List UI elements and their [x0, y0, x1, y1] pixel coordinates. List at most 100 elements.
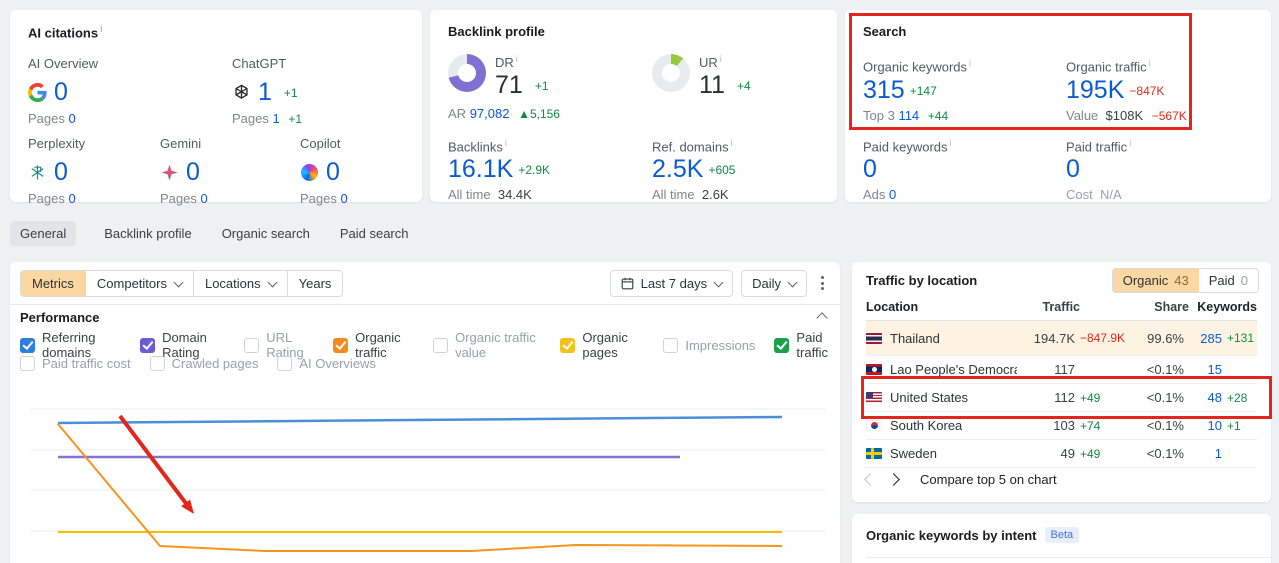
ar-link[interactable]: 97,082 — [469, 106, 510, 121]
metrics-button[interactable]: Metrics — [21, 270, 85, 296]
info-icon — [969, 58, 971, 68]
refdomains-label: Ref. domains — [652, 138, 733, 154]
checkbox-organic-traffic[interactable]: Organic traffic — [333, 330, 414, 360]
organic-keywords-label: Organic keywords — [863, 58, 971, 74]
pages-link[interactable]: 0 — [68, 111, 76, 126]
ads-link[interactable]: 0 — [889, 187, 897, 202]
ai-citations-title: AI citations — [28, 24, 103, 40]
keywords-link[interactable]: 48 — [1207, 390, 1222, 405]
chatgpt-icon — [232, 83, 251, 102]
domain-rating-block: DR 71+1 — [448, 54, 549, 98]
keywords-link[interactable]: 10 — [1207, 418, 1222, 433]
keywords-link[interactable]: 285 — [1200, 330, 1222, 346]
info-icon — [720, 54, 722, 64]
prev-page-icon[interactable] — [864, 473, 877, 486]
table-row-laos[interactable]: Lao People's Democratic Rep 117 <0.1% 15 — [866, 356, 1257, 384]
top3-link[interactable]: 114 — [898, 108, 920, 123]
paid-keywords-value[interactable]: 0 — [863, 155, 877, 183]
ai-citations-card: AI citations AI Overview 0 Pages 0 ChatG… — [10, 10, 422, 206]
checkbox-url-rating[interactable]: URL Rating — [244, 330, 314, 360]
date-range-dropdown[interactable]: Last 7 days — [609, 269, 734, 297]
search-card: Search Organic keywords 315+147 Top 3 11… — [845, 10, 1271, 202]
search-title: Search — [863, 24, 907, 39]
refdomains-value[interactable]: 2.5K — [652, 155, 704, 183]
keywords-link[interactable]: 1 — [1214, 446, 1222, 461]
checkbox-paid-traffic-cost[interactable]: Paid traffic cost — [20, 356, 131, 371]
south-korea-flag-icon — [866, 420, 882, 431]
chevron-down-icon — [267, 277, 278, 287]
backlinks-alltime: All time 34.4K — [448, 187, 532, 202]
ai-citation-ai-overview: AI Overview 0 Pages 0 — [28, 56, 99, 126]
keywords-link[interactable]: 15 — [1207, 362, 1222, 377]
paid-traffic-value[interactable]: 0 — [1066, 155, 1080, 183]
backlink-profile-card: Backlink profile DR 71+1 AR 97,082 ▲5,15… — [430, 10, 837, 202]
table-row-united-states[interactable]: United States 112 +49 <0.1% 48 +28 — [866, 384, 1257, 412]
performance-panel: Metrics Competitors Locations Years Last… — [10, 262, 840, 563]
traffic-value-line: Value $108K −567K — [1066, 108, 1187, 123]
years-button[interactable]: Years — [286, 270, 343, 296]
ahrefs-rank-line: AR 97,082 ▲5,156 — [448, 106, 560, 121]
filter-row: Metrics Competitors Locations Years Last… — [20, 269, 830, 297]
tab-backlink-profile[interactable]: Backlink profile — [104, 225, 192, 241]
checkbox-referring-domains[interactable]: Referring domains — [20, 330, 121, 360]
pages-link[interactable]: 0 — [200, 191, 208, 206]
paid-keywords-label: Paid keywords — [863, 138, 952, 154]
performance-title: Performance — [20, 310, 100, 325]
info-icon — [731, 138, 733, 148]
metric-checkbox-row-2: Paid traffic cost Crawled pages AI Overv… — [20, 356, 376, 371]
checkbox-organic-traffic-value[interactable]: Organic traffic value — [433, 330, 541, 360]
overview-tabs: General Backlink profile Organic search … — [10, 220, 411, 246]
table-row-thailand[interactable]: Thailand 194.7K −847.9K 99.6% 285 +131 — [861, 321, 1272, 419]
tab-organic-search[interactable]: Organic search — [221, 225, 310, 241]
tab-general[interactable]: General — [10, 220, 77, 246]
more-options-icon[interactable] — [815, 272, 830, 294]
traffic-table-header: Location Traffic Share Keywords — [866, 300, 1257, 321]
table-row-sweden[interactable]: Sweden 49 +49 <0.1% 1 — [866, 440, 1257, 468]
checkbox-domain-rating[interactable]: Domain Rating — [140, 330, 225, 360]
pages-link[interactable]: 0 — [68, 191, 76, 206]
checkbox-impressions[interactable]: Impressions — [663, 337, 755, 353]
toggle-organic[interactable]: Organic 43 — [1112, 269, 1199, 292]
checkbox-ai-overviews[interactable]: AI Overviews — [277, 356, 376, 371]
locations-dropdown[interactable]: Locations — [192, 270, 287, 296]
chevron-down-icon — [173, 277, 184, 287]
ai-citation-gemini: Gemini 0 Pages 0 — [160, 136, 208, 206]
ur-donut — [652, 54, 690, 92]
pages-link[interactable]: 0 — [340, 191, 348, 206]
table-row-south-korea[interactable]: South Korea 103 +74 <0.1% 10 +1 — [866, 412, 1257, 440]
traffic-table: Location Traffic Share Keywords Thailand… — [861, 300, 1272, 468]
top3-line: Top 3 114 +44 — [863, 108, 949, 123]
competitors-dropdown[interactable]: Competitors — [84, 270, 193, 296]
granularity-dropdown[interactable]: Daily — [741, 269, 807, 297]
chevron-down-icon — [713, 277, 724, 287]
info-icon — [1149, 58, 1151, 68]
divider — [10, 304, 840, 305]
next-page-icon[interactable] — [887, 473, 900, 486]
backlinks-value[interactable]: 16.1K — [448, 155, 514, 183]
us-flag-icon — [866, 392, 882, 403]
compare-top5-link[interactable]: Compare top 5 on chart — [920, 472, 1057, 487]
gemini-icon — [160, 163, 179, 182]
keywords-by-intent-panel: Organic keywords by intent Beta — [852, 514, 1271, 563]
backlink-profile-title: Backlink profile — [448, 24, 545, 39]
organic-traffic-label: Organic traffic — [1066, 58, 1151, 74]
tab-paid-search[interactable]: Paid search — [339, 225, 409, 241]
checkbox-crawled-pages[interactable]: Crawled pages — [149, 356, 258, 371]
gemini-count[interactable]: 0 — [186, 158, 200, 186]
collapse-icon[interactable] — [816, 312, 828, 324]
checkbox-organic-pages[interactable]: Organic pages — [560, 330, 644, 360]
info-icon — [100, 24, 103, 34]
organic-traffic-value[interactable]: 195K — [1066, 76, 1125, 104]
url-rating-block: UR 11+4 — [652, 54, 751, 98]
perplexity-count[interactable]: 0 — [54, 158, 68, 186]
info-icon — [516, 54, 518, 64]
pages-link[interactable]: 1 — [272, 111, 280, 126]
paid-traffic-label: Paid traffic — [1066, 138, 1131, 154]
copilot-count[interactable]: 0 — [326, 158, 340, 186]
ai-overview-count[interactable]: 0 — [54, 78, 68, 106]
chatgpt-count[interactable]: 1 — [258, 78, 272, 106]
toggle-paid[interactable]: Paid 0 — [1198, 269, 1258, 292]
checkbox-paid-traffic[interactable]: Paid traffic — [774, 330, 840, 360]
organic-keywords-value[interactable]: 315 — [863, 76, 905, 104]
